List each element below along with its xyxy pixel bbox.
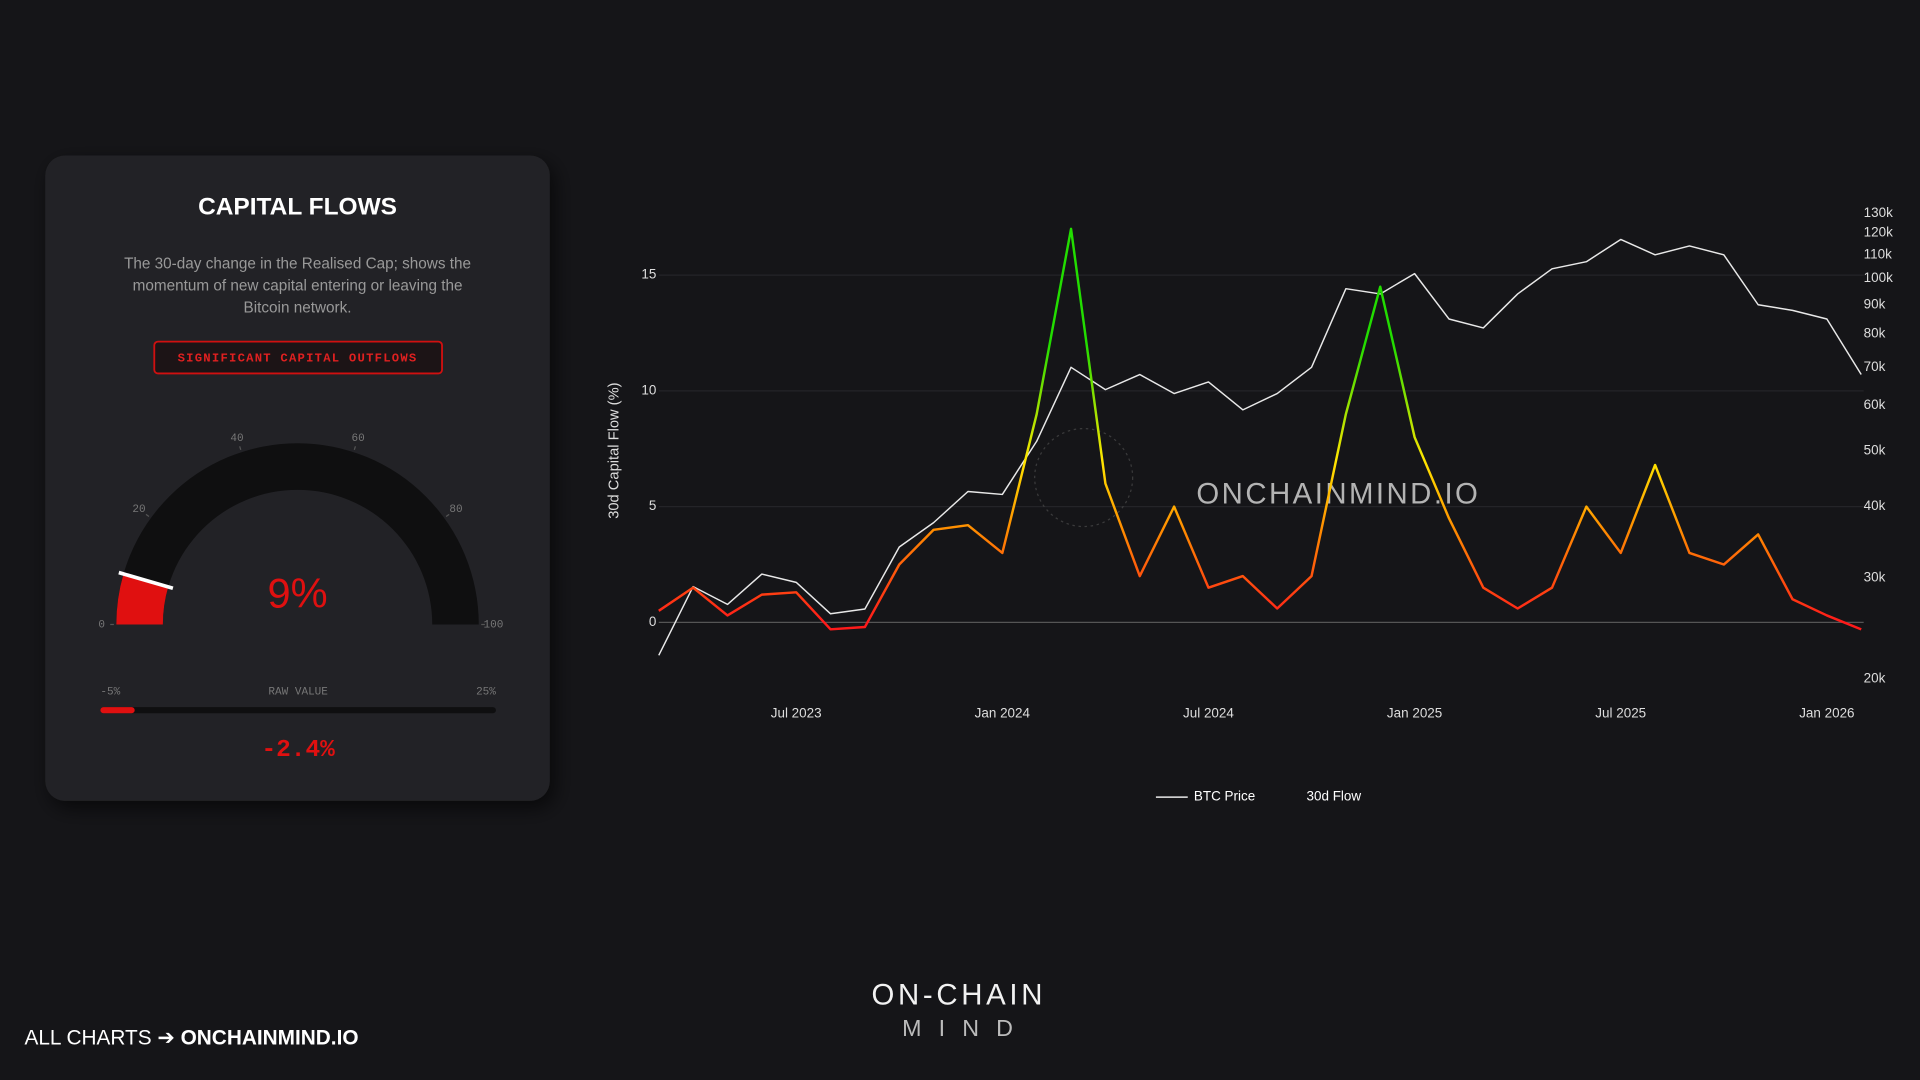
y-axis-label: 30d Capital Flow (%) bbox=[607, 382, 623, 518]
gauge-tick bbox=[239, 446, 242, 450]
y-tick-label: 15 bbox=[641, 267, 656, 282]
y-tick-label: 10 bbox=[641, 382, 656, 397]
gauge-tick bbox=[353, 446, 357, 450]
y-tick-label: 0 bbox=[649, 614, 656, 629]
description: Bitcoin network. bbox=[244, 300, 352, 317]
y2-tick-label: 60k bbox=[1864, 397, 1886, 412]
gauge-needle bbox=[118, 570, 174, 591]
y2-tick-label: 130k bbox=[1864, 205, 1893, 220]
y2-tick-label: 50k bbox=[1864, 443, 1886, 458]
y2-tick-label: 80k bbox=[1864, 326, 1886, 341]
x-tick-label: Jul 2023 bbox=[771, 705, 822, 720]
logo-bottom: MIND bbox=[902, 1015, 1030, 1041]
y2-tick-label: 100k bbox=[1864, 270, 1893, 285]
y-tick-label: 5 bbox=[649, 498, 656, 513]
description: momentum of new capital entering or leav… bbox=[133, 278, 463, 295]
description: The 30-day change in the Realised Cap; s… bbox=[124, 256, 471, 273]
series-line bbox=[658, 238, 1862, 656]
gauge-tick-label: 20 bbox=[132, 504, 145, 516]
status-badge bbox=[153, 340, 443, 375]
y2-tick-label: 20k bbox=[1864, 671, 1886, 686]
x-tick-label: Jan 2026 bbox=[1799, 705, 1854, 720]
progress-track bbox=[100, 707, 496, 714]
gauge-tick-label: 40 bbox=[230, 433, 243, 445]
y2-tick-label: 40k bbox=[1864, 498, 1886, 513]
progress-tick-label: 25% bbox=[476, 687, 496, 699]
x-tick-label: Jan 2025 bbox=[1387, 705, 1442, 720]
y2-tick-label: 70k bbox=[1864, 359, 1886, 374]
y2-tick-label: 90k bbox=[1864, 296, 1886, 311]
gauge-track bbox=[116, 443, 479, 625]
legend-label: BTC Price bbox=[1194, 789, 1255, 804]
x-tick-label: Jul 2024 bbox=[1183, 705, 1234, 720]
y2-tick-label: 30k bbox=[1864, 570, 1886, 585]
progress-fill bbox=[100, 707, 135, 714]
series-line bbox=[658, 227, 1862, 631]
gauge-tick-label: 100 bbox=[484, 619, 504, 631]
progress-title: RAW VALUE bbox=[268, 687, 328, 699]
y2-tick-label: 110k bbox=[1864, 246, 1892, 261]
raw-value: -2.4% bbox=[261, 737, 335, 764]
watermark: ONCHAINMIND.IO bbox=[1196, 478, 1480, 511]
watermark-icon bbox=[1034, 427, 1134, 528]
logo-top: ON-CHAIN bbox=[871, 979, 1046, 1012]
x-tick-label: Jul 2025 bbox=[1595, 705, 1646, 720]
gauge-tick bbox=[445, 513, 450, 518]
gauge-tick-label: 0 bbox=[98, 619, 105, 631]
gauge-fill bbox=[116, 573, 169, 625]
y2-tick-label: 120k bbox=[1864, 225, 1893, 240]
gauge-tick-label: 80 bbox=[449, 504, 462, 516]
gauge-tick bbox=[145, 513, 150, 518]
footer-link-text[interactable]: ONCHAINMIND.IO bbox=[181, 1026, 359, 1049]
footer-prefix: ALL CHARTS ➔ bbox=[24, 1026, 180, 1049]
gauge-value: 9% bbox=[267, 569, 327, 616]
status-text: SIGNIFICANT CAPITAL OUTFLOWS bbox=[178, 351, 418, 365]
footer-link[interactable]: ALL CHARTS ➔ ONCHAINMIND.IO bbox=[24, 1026, 358, 1049]
gauge-tick-label: 60 bbox=[351, 433, 364, 445]
card-title: CAPITAL FLOWS bbox=[198, 194, 397, 221]
x-tick-label: Jan 2024 bbox=[975, 705, 1031, 720]
legend-label: 30d Flow bbox=[1307, 789, 1362, 804]
progress-tick-label: -5% bbox=[100, 687, 120, 699]
